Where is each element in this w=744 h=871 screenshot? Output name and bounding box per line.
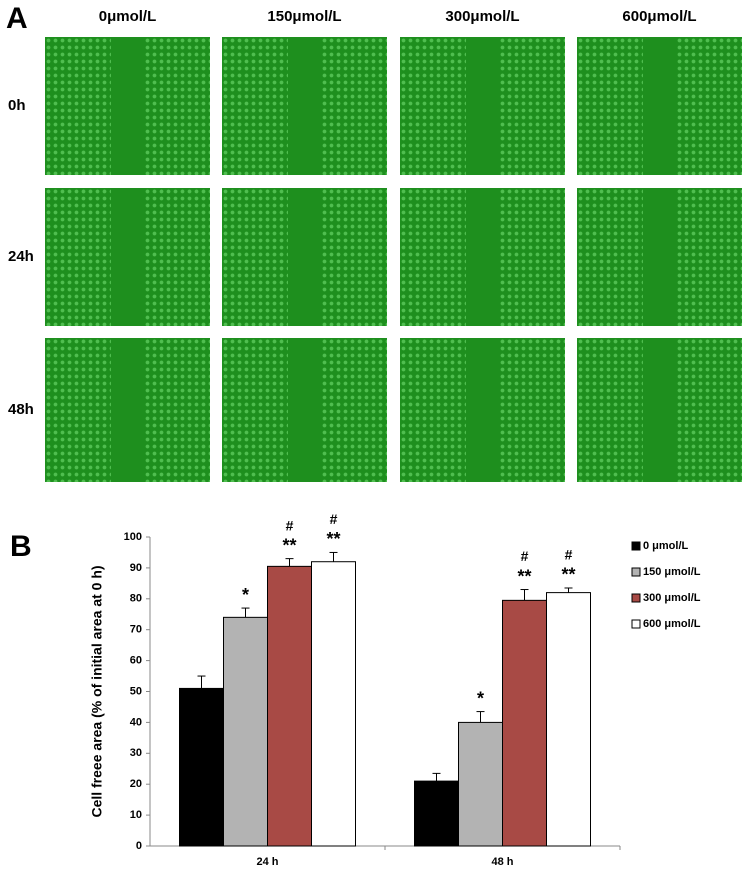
- significance-star: **: [326, 529, 340, 549]
- micrograph: [45, 37, 210, 175]
- column-header: 0μmol/L: [98, 8, 157, 25]
- significance-star: *: [477, 688, 484, 708]
- bar: [414, 780, 459, 847]
- significance-hash: #: [565, 547, 573, 563]
- bar: [458, 721, 503, 847]
- y-axis-label: Cell freee area (% of initial area at 0 …: [89, 565, 105, 817]
- legend-label: 300 μmol/L: [643, 592, 701, 604]
- significance-hash: #: [521, 548, 529, 564]
- legend-swatch: [631, 541, 641, 551]
- micrograph: [577, 188, 742, 326]
- significance-star: **: [282, 535, 296, 555]
- bar: [267, 565, 312, 847]
- y-tick-label: 80: [130, 593, 142, 605]
- panel-label: B: [10, 530, 32, 563]
- micrograph: [222, 37, 387, 175]
- bar: [546, 592, 591, 847]
- significance-hash: #: [286, 517, 294, 533]
- bar: [179, 687, 224, 847]
- column-header: 600μmol/L: [622, 8, 697, 25]
- row-label: 0h: [8, 97, 26, 114]
- legend-label: 150 μmol/L: [643, 566, 701, 578]
- significance-star: **: [517, 566, 531, 586]
- micrograph: [45, 188, 210, 326]
- y-tick-label: 90: [130, 562, 142, 574]
- micrograph: [577, 338, 742, 482]
- x-tick-label: 24 h: [256, 856, 278, 868]
- micrograph: [45, 338, 210, 482]
- y-tick-label: 50: [130, 685, 142, 697]
- y-tick-label: 30: [130, 747, 142, 759]
- column-header: 300μmol/L: [445, 8, 520, 25]
- y-tick-label: 40: [130, 716, 142, 728]
- micrograph: [400, 188, 565, 326]
- column-header: 150μmol/L: [267, 8, 342, 25]
- legend-label: 0 μmol/L: [643, 540, 689, 552]
- significance-hash: #: [330, 511, 338, 527]
- legend-swatch: [631, 619, 641, 629]
- y-tick-label: 60: [130, 655, 142, 667]
- micrograph: [400, 37, 565, 175]
- y-tick-label: 10: [130, 809, 142, 821]
- micrograph: [400, 338, 565, 482]
- y-tick-label: 0: [136, 840, 142, 852]
- micrograph: [222, 188, 387, 326]
- y-tick-label: 70: [130, 624, 142, 636]
- y-tick-label: 20: [130, 778, 142, 790]
- row-label: 48h: [8, 401, 34, 418]
- legend-swatch: [631, 567, 641, 577]
- significance-star: **: [561, 565, 575, 585]
- significance-star: *: [242, 585, 249, 605]
- legend-swatch: [631, 593, 641, 603]
- chart: 0 10 20 30 40 50 60 70 80 90 100 Cell freee area (%…: [89, 511, 701, 868]
- x-tick-label: 48 h: [491, 856, 513, 868]
- micrograph: [222, 338, 387, 482]
- micrograph: [577, 37, 742, 175]
- panel-label: A: [6, 2, 28, 35]
- bar: [311, 561, 356, 847]
- bar: [223, 616, 268, 847]
- row-label: 24h: [8, 248, 34, 265]
- legend-label: 600 μmol/L: [643, 618, 701, 630]
- y-tick-label: 100: [124, 531, 142, 543]
- bar: [502, 599, 547, 847]
